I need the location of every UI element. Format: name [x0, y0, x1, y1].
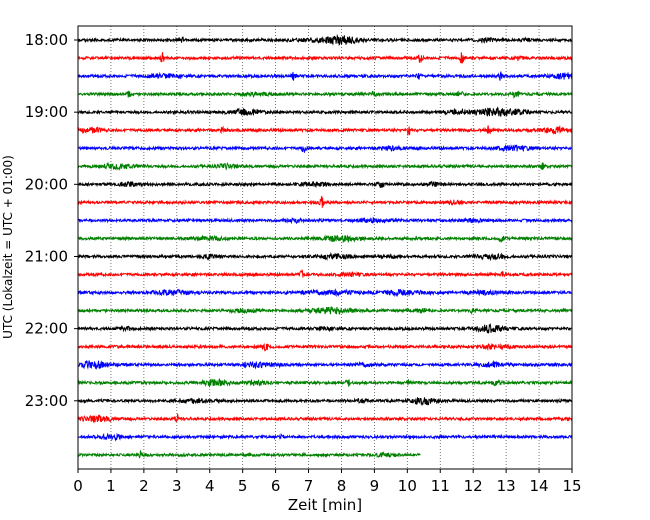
seismic-trace — [77, 216, 573, 225]
seismic-trace — [77, 71, 573, 81]
seismic-trace — [77, 106, 573, 117]
seismic-trace — [77, 124, 573, 137]
trace-lines — [77, 33, 573, 459]
plot-frame — [77, 25, 573, 470]
y-tick-label: 22:00 — [25, 320, 68, 338]
seismic-trace — [77, 397, 573, 406]
seismic-trace — [77, 234, 573, 244]
y-tick-label: 21:00 — [25, 247, 68, 265]
seismic-trace — [77, 180, 573, 189]
seismic-trace — [77, 33, 573, 46]
x-tick-label: 9 — [370, 477, 380, 495]
seismic-trace — [77, 269, 573, 278]
x-axis-title: Zeit [min] — [288, 496, 362, 514]
seismic-trace — [77, 322, 573, 334]
y-axis-title: UTC (Lokalzeit = UTC + 01:00) — [1, 155, 15, 339]
seismic-trace — [77, 52, 573, 65]
x-tick-label: 11 — [431, 477, 450, 495]
y-tick-label: 18:00 — [25, 31, 68, 49]
x-tick-label: 15 — [562, 477, 581, 495]
x-tick-label: 3 — [172, 477, 182, 495]
vertical-grid — [110, 26, 540, 469]
seismic-trace — [77, 195, 573, 208]
y-axis-ticks: 18:00 19:00 20:00 21:00 22:00 23:00 — [25, 31, 78, 410]
seismic-trace — [77, 342, 573, 352]
x-tick-label: 0 — [73, 477, 83, 495]
x-tick-label: 8 — [337, 477, 347, 495]
x-tick-label: 13 — [497, 477, 516, 495]
x-tick-label: 6 — [271, 477, 281, 495]
y-tick-label: 20:00 — [25, 175, 68, 193]
seismic-trace — [77, 90, 573, 99]
seismic-trace — [77, 161, 573, 172]
x-axis-ticks: 0 1 2 3 4 5 6 7 8 9 10 11 12 13 14 15 — [73, 469, 582, 495]
seismic-trace — [77, 378, 573, 388]
seismic-trace — [77, 413, 573, 424]
seismic-trace — [77, 144, 573, 153]
seismic-trace — [77, 432, 573, 442]
seismic-trace — [77, 288, 573, 298]
x-tick-label: 2 — [139, 477, 149, 495]
seismic-trace — [77, 251, 573, 262]
seismic-trace — [77, 359, 573, 370]
x-tick-label: 5 — [238, 477, 248, 495]
x-tick-label: 4 — [205, 477, 215, 495]
x-tick-label: 7 — [304, 477, 314, 495]
x-tick-label: 10 — [398, 477, 417, 495]
x-tick-label: 12 — [464, 477, 483, 495]
y-tick-label: 19:00 — [25, 103, 68, 121]
seismic-trace — [77, 449, 421, 459]
y-tick-label: 23:00 — [25, 392, 68, 410]
seismic-trace — [77, 306, 573, 315]
x-tick-label: 1 — [106, 477, 116, 495]
x-tick-label: 14 — [530, 477, 549, 495]
